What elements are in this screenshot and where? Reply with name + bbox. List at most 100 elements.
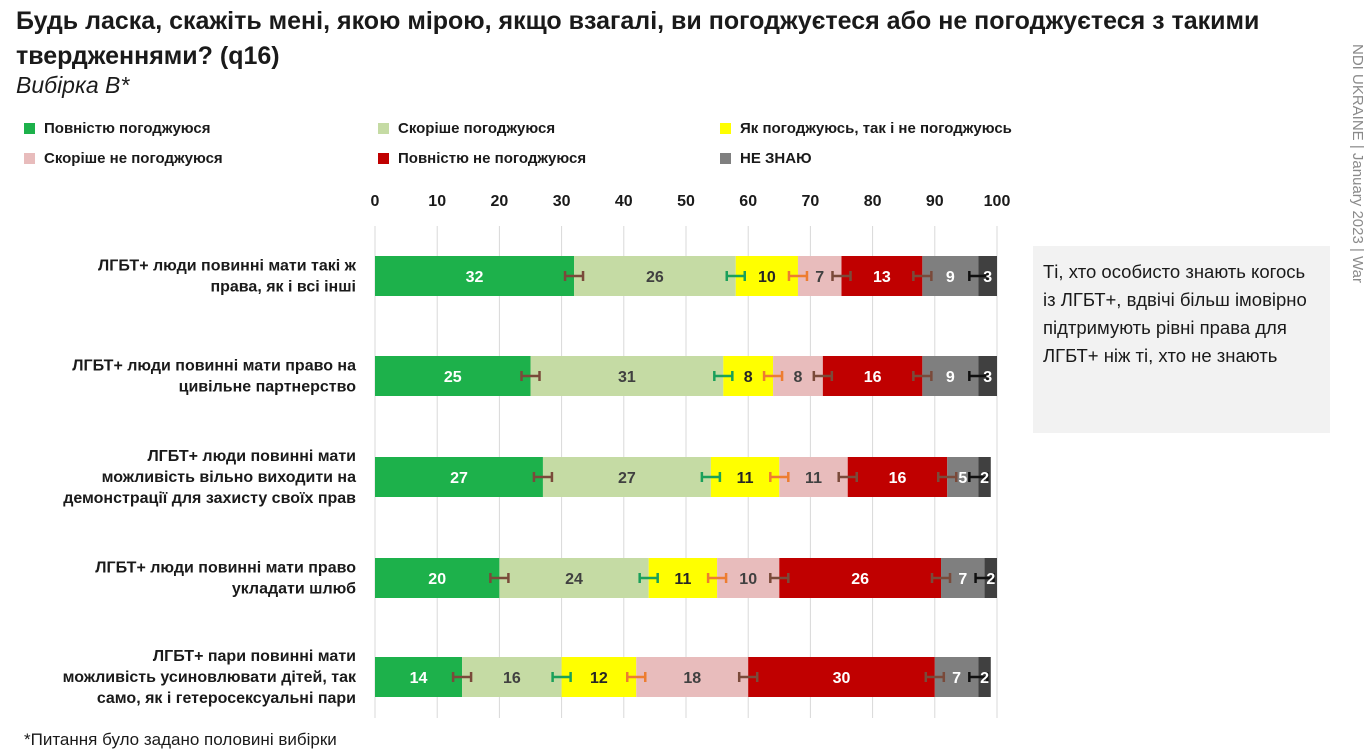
bar-segment bbox=[822, 356, 923, 396]
category-label: ЛГБТ+ люди повинні мати право укладати шл… bbox=[95, 560, 356, 598]
category-label-line: ЛГБТ+ люди повинні мати право на bbox=[72, 358, 356, 375]
bar-segment bbox=[717, 558, 780, 598]
data-label: 11 bbox=[674, 571, 691, 588]
data-label: 2 bbox=[986, 571, 995, 588]
legend-swatch bbox=[24, 153, 35, 164]
data-label: 9 bbox=[946, 269, 955, 286]
callout-box: Ті, хто особисто знають когось із ЛГБТ+,… bbox=[1033, 246, 1330, 433]
data-label: 11 bbox=[737, 470, 754, 487]
legend-swatch bbox=[720, 123, 731, 134]
data-label: 8 bbox=[794, 369, 803, 386]
category-label-line: цивільне партнерство bbox=[179, 379, 357, 396]
x-tick-label: 60 bbox=[739, 193, 757, 210]
bar-segment bbox=[710, 457, 780, 497]
data-label: 24 bbox=[565, 571, 583, 588]
legend-swatch bbox=[24, 123, 35, 134]
category-label-line: ЛГБТ+ люди повинні мати bbox=[147, 448, 356, 465]
chart-title: Будь ласка, скажіть мені, якою мірою, як… bbox=[16, 7, 1260, 70]
data-label: 25 bbox=[444, 369, 462, 386]
data-label: 16 bbox=[864, 369, 882, 386]
source-watermark: NDI UKRAINE | January 2023 | War bbox=[1349, 44, 1366, 283]
legend-label: Скоріше не погоджуюся bbox=[44, 150, 223, 167]
legend-label: Скоріше погоджуюся bbox=[398, 120, 556, 137]
bar-segment bbox=[735, 256, 798, 296]
bar-segment bbox=[847, 457, 948, 497]
data-label: 3 bbox=[983, 369, 992, 386]
chart-legend: Повністю погоджуюся Скоріше погоджуюся Я… bbox=[24, 120, 1044, 180]
data-label: 26 bbox=[646, 269, 664, 286]
legend-swatch bbox=[720, 153, 731, 164]
data-label: 32 bbox=[466, 269, 484, 286]
data-label: 16 bbox=[889, 470, 907, 487]
category-label: ЛГБТ+ люди повинні мати такі ж права, як … bbox=[98, 258, 357, 296]
data-label: 13 bbox=[873, 269, 891, 286]
category-label-line: ЛГБТ+ люди повинні мати право bbox=[95, 560, 356, 577]
legend-item-strongly-agree: Повністю погоджуюся bbox=[24, 120, 211, 137]
data-label: 9 bbox=[946, 369, 955, 386]
x-tick-label: 70 bbox=[802, 193, 820, 210]
category-label-line: демонстрації для захисту своїх прав bbox=[63, 490, 356, 507]
bar-segment bbox=[375, 457, 543, 497]
bar-segment bbox=[530, 356, 724, 396]
chart-subtitle: Вибірка В* bbox=[16, 72, 130, 98]
x-tick-label: 0 bbox=[371, 193, 380, 210]
x-tick-label: 90 bbox=[926, 193, 944, 210]
legend-item-dont-know: НЕ ЗНАЮ bbox=[720, 150, 812, 167]
category-label: ЛГБТ+ люди повинні мати можливість вільно… bbox=[63, 448, 356, 507]
data-label: 26 bbox=[851, 571, 869, 588]
data-label: 7 bbox=[958, 571, 967, 588]
category-label-line: права, як і всі інші bbox=[210, 279, 356, 296]
bar-segment bbox=[561, 657, 637, 697]
data-label: 30 bbox=[833, 670, 851, 687]
legend-item-strongly-disagree: Повністю не погоджуюся bbox=[378, 150, 586, 167]
data-label: 2 bbox=[980, 670, 989, 687]
legend-label: Повністю не погоджуюся bbox=[398, 150, 587, 167]
bar-segment bbox=[462, 657, 562, 697]
legend-swatch bbox=[378, 123, 389, 134]
bar-segment bbox=[648, 558, 718, 598]
legend-label: Повністю погоджуюся bbox=[44, 120, 211, 137]
bar-segment bbox=[499, 558, 649, 598]
bar-segment bbox=[779, 558, 942, 598]
data-label: 8 bbox=[744, 369, 753, 386]
data-label: 16 bbox=[503, 670, 521, 687]
bar-segment bbox=[636, 657, 749, 697]
data-label: 2 bbox=[980, 470, 989, 487]
x-tick-label: 10 bbox=[428, 193, 446, 210]
data-label: 14 bbox=[410, 670, 428, 687]
legend-item-somewhat-agree: Скоріше погоджуюся bbox=[378, 120, 555, 137]
category-label-line: само, як і гетеросексуальні пари bbox=[97, 690, 356, 707]
x-tick-label: 30 bbox=[553, 193, 571, 210]
legend-label: Як погоджуюсь, так і не погоджуюсь bbox=[740, 120, 1012, 137]
data-label: 31 bbox=[618, 369, 636, 386]
category-label: ЛГБТ+ пари повинні мати можливість усинов… bbox=[63, 648, 357, 707]
data-label: 7 bbox=[952, 670, 961, 687]
bar-segment bbox=[375, 558, 500, 598]
category-label-line: укладати шлюб bbox=[232, 581, 356, 598]
legend-item-somewhat-disagree: Скоріше не погоджуюся bbox=[24, 150, 223, 167]
x-tick-label: 20 bbox=[491, 193, 509, 210]
data-label: 11 bbox=[805, 470, 822, 487]
data-label: 18 bbox=[683, 670, 701, 687]
bar-segment bbox=[375, 256, 575, 296]
bar-segment bbox=[574, 256, 736, 296]
legend-item-neutral: Як погоджуюсь, так і не погоджуюсь bbox=[720, 120, 1012, 137]
bar-segment bbox=[748, 657, 935, 697]
x-tick-label: 80 bbox=[864, 193, 882, 210]
bar-segment bbox=[779, 457, 848, 497]
bar-segment bbox=[375, 356, 531, 396]
data-label: 10 bbox=[758, 269, 776, 286]
category-label-line: ЛГБТ+ люди повинні мати такі ж bbox=[98, 258, 357, 275]
bar-segment bbox=[542, 457, 711, 497]
data-label: 5 bbox=[958, 470, 967, 487]
x-tick-label: 50 bbox=[677, 193, 695, 210]
category-label-line: можливість усиновлювати дітей, так bbox=[63, 669, 357, 686]
bar-segment bbox=[375, 657, 463, 697]
category-label-line: можливість вільно виходити на bbox=[102, 469, 357, 486]
x-tick-label: 40 bbox=[615, 193, 633, 210]
x-tick-label: 100 bbox=[984, 193, 1011, 210]
data-label: 27 bbox=[450, 470, 468, 487]
legend-swatch bbox=[378, 153, 389, 164]
data-label: 20 bbox=[428, 571, 446, 588]
